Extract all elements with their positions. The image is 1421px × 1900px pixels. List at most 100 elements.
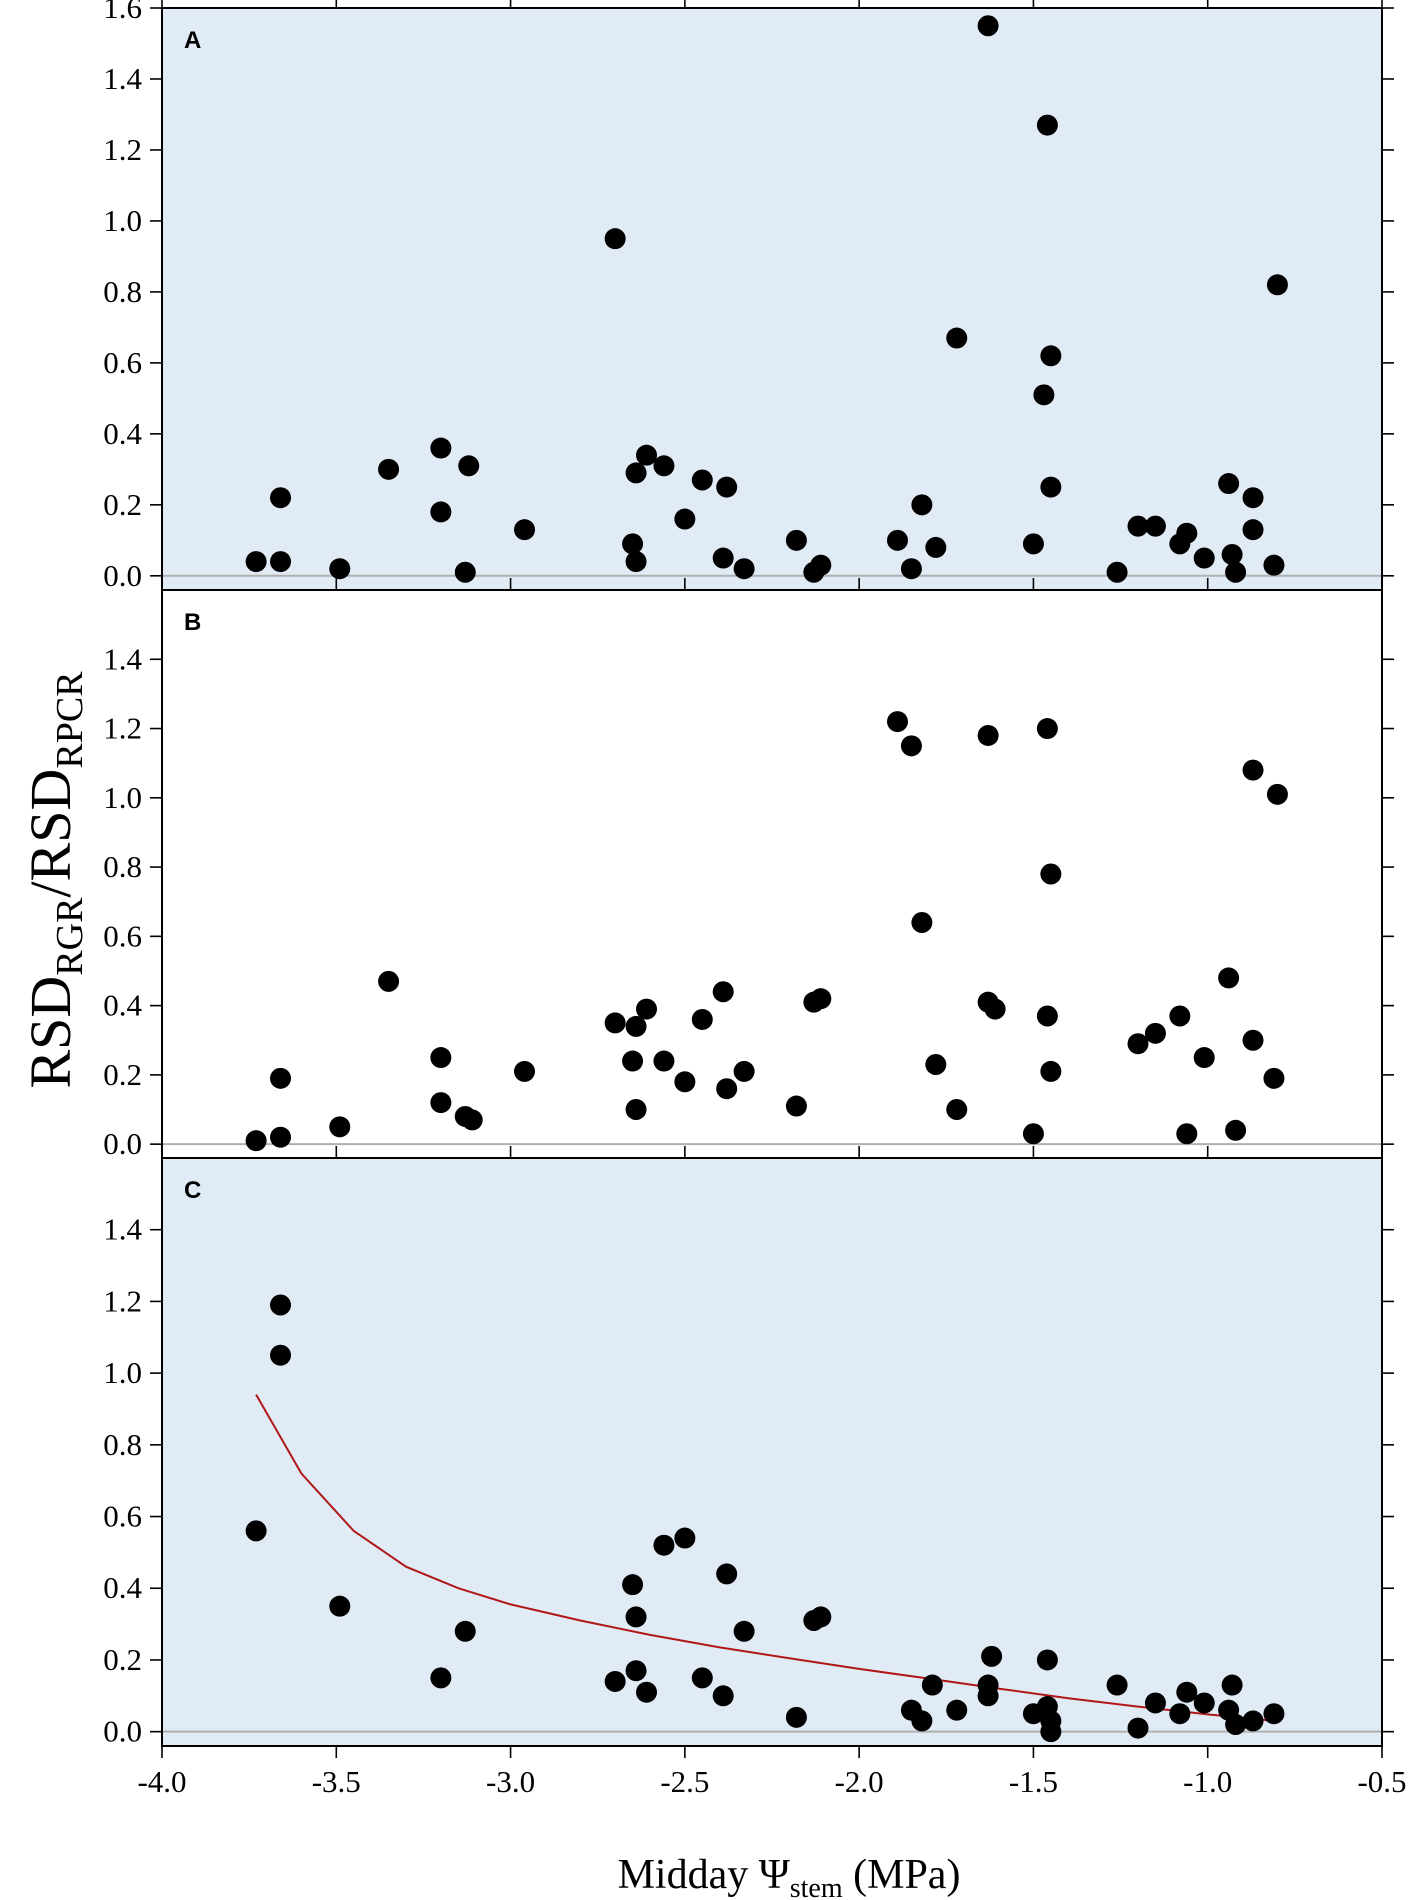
x-axis-title-sub: stem: [790, 1873, 843, 1900]
panel-label: C: [184, 1177, 201, 1204]
x-tick-label: -0.5: [1357, 1764, 1406, 1799]
x-axis: -4.0 -3.5 -3.0 -2.5 -2.0 -1.5 -1.0 -0.5: [137, 1764, 1406, 1799]
data-point: [270, 1294, 292, 1316]
data-point: [653, 455, 675, 477]
data-point: [785, 529, 807, 551]
data-point: [430, 1667, 452, 1689]
data-point: [1193, 1047, 1215, 1069]
data-point: [810, 1606, 832, 1628]
data-point: [1242, 759, 1264, 781]
y-tick-label: 1.4: [103, 641, 142, 676]
data-point: [984, 998, 1006, 1020]
y-axis-title-sub: RPCR: [49, 671, 91, 769]
data-point: [886, 711, 908, 733]
data-point: [1225, 1713, 1247, 1735]
y-tick-label: 1.0: [103, 203, 142, 238]
y-tick-label: 1.4: [103, 61, 142, 96]
data-point: [911, 1710, 933, 1732]
data-point: [1022, 1123, 1044, 1145]
data-point: [900, 735, 922, 757]
y-tick-label: 0.2: [103, 487, 142, 522]
data-point: [270, 1344, 292, 1366]
panel-label: B: [184, 609, 201, 636]
data-point: [625, 462, 647, 484]
data-point: [1218, 473, 1240, 495]
y-tick-label: 0.8: [103, 1427, 142, 1462]
y-tick-label: 1.2: [103, 1283, 142, 1318]
y-tick-label: 1.2: [103, 711, 142, 746]
data-point: [514, 519, 536, 541]
data-point: [911, 911, 933, 933]
data-point: [270, 551, 292, 573]
data-point: [270, 1126, 292, 1148]
data-point: [674, 1527, 696, 1549]
data-point: [716, 476, 738, 498]
data-point: [636, 444, 658, 466]
data-point: [977, 1685, 999, 1707]
data-point: [245, 551, 267, 573]
y-tick-label: 0.0: [103, 1714, 142, 1749]
data-point: [946, 327, 968, 349]
data-point: [733, 1060, 755, 1082]
data-point: [625, 1660, 647, 1682]
data-point: [1242, 519, 1264, 541]
y-tick-label: 1.6: [103, 0, 142, 25]
panel-frame: [161, 1157, 1383, 1747]
y-tick-label: 0.0: [103, 1126, 142, 1161]
x-tick-label: -3.0: [486, 1764, 535, 1799]
data-point: [622, 1050, 644, 1072]
data-point: [1242, 1029, 1264, 1051]
data-point: [911, 494, 933, 516]
data-point: [1242, 1710, 1264, 1732]
data-point: [245, 1520, 267, 1542]
y-axis-title: RSDRGR/RSDRPCR: [18, 671, 91, 1089]
data-point: [946, 1699, 968, 1721]
data-point: [977, 724, 999, 746]
data-point: [716, 1078, 738, 1100]
data-point: [454, 561, 476, 583]
y-tick-label: 1.0: [103, 1355, 142, 1390]
data-point: [1127, 1717, 1149, 1739]
data-point: [1127, 1033, 1149, 1055]
data-point: [1221, 544, 1243, 566]
data-point: [981, 1645, 1003, 1667]
data-point: [329, 1595, 351, 1617]
data-point: [378, 458, 400, 480]
data-point: [712, 1685, 734, 1707]
data-point: [329, 558, 351, 580]
data-point: [1193, 1692, 1215, 1714]
data-point: [1036, 718, 1058, 740]
data-point: [604, 1012, 626, 1034]
y-tick-label: 0.6: [103, 345, 142, 380]
x-axis-title-tail: (MPa): [843, 1852, 961, 1898]
y-axis-title-sub: RGR: [49, 897, 91, 976]
x-tick-label: -3.5: [312, 1764, 361, 1799]
panel-c: 0.0 0.2 0.4 0.6 0.8 1.0 1.2 1.4 C: [103, 1146, 1394, 1758]
data-point: [1106, 561, 1128, 583]
data-point: [636, 1681, 658, 1703]
data-point: [1040, 345, 1062, 367]
data-point: [691, 469, 713, 491]
fit-curve: [255, 1394, 1274, 1722]
y-tick-label: 1.2: [103, 132, 142, 167]
data-point: [1242, 487, 1264, 509]
data-point: [329, 1116, 351, 1138]
y-tick-label: 0.4: [103, 416, 142, 451]
data-point: [625, 1099, 647, 1121]
data-point: [785, 1706, 807, 1728]
data-point: [622, 1574, 644, 1596]
panel-background: [162, 1158, 1382, 1746]
y-axis-title-part: RSD: [18, 976, 83, 1089]
data-point: [653, 1050, 675, 1072]
data-point: [733, 1620, 755, 1642]
data-point: [1176, 522, 1198, 544]
x-tick-label: -1.0: [1183, 1764, 1232, 1799]
data-point: [1176, 1681, 1198, 1703]
panel-b: 0.0 0.2 0.4 0.6 0.8 1.0 1.2 1.4 B: [103, 578, 1394, 1170]
y-tick-label: 0.0: [103, 558, 142, 593]
data-point: [430, 501, 452, 523]
y-tick-label: 0.2: [103, 1642, 142, 1677]
data-point: [921, 1674, 943, 1696]
panel-label: A: [184, 27, 201, 54]
data-point: [1127, 515, 1149, 537]
